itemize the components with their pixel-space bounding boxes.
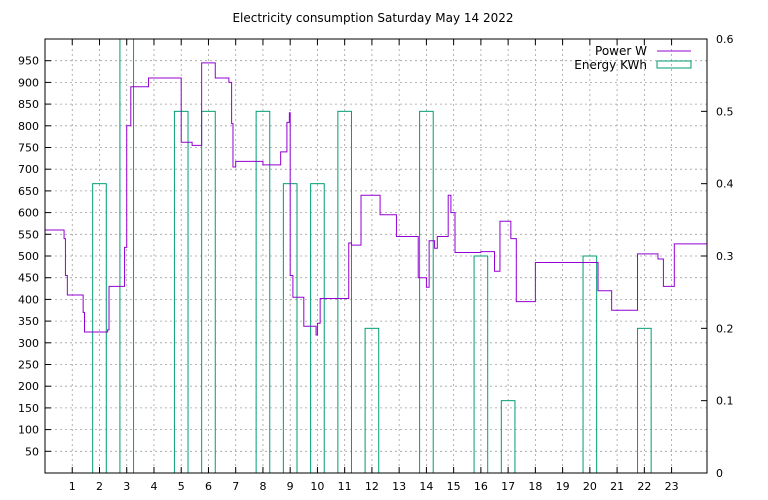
x-tick-label: 19 xyxy=(556,480,570,493)
x-tick-label: 7 xyxy=(232,480,239,493)
y2-tick-label: 0.1 xyxy=(716,395,734,408)
y-tick-label: 200 xyxy=(18,380,39,393)
y-tick-label: 950 xyxy=(18,55,39,68)
y2-tick-label: 0.4 xyxy=(716,178,734,191)
y-tick-label: 750 xyxy=(18,142,39,155)
energy-bar xyxy=(500,400,516,474)
x-tick-label: 13 xyxy=(392,480,406,493)
y2-axis-tick-labels: 0 0.1 0.2 0.3 0.4 0.5 0.6 xyxy=(716,33,734,480)
y-tick-label: 900 xyxy=(18,76,39,89)
y-tick-label: 600 xyxy=(18,207,39,220)
x-tick-label: 6 xyxy=(205,480,212,493)
y2-tick-label: 0.3 xyxy=(716,250,734,263)
x-tick-label: 23 xyxy=(665,480,679,493)
legend: Power W Energy KWh xyxy=(574,44,692,72)
x-tick-label: 8 xyxy=(259,480,266,493)
y2-tick-label: 0.2 xyxy=(716,322,734,335)
power-line xyxy=(45,62,708,336)
x-tick-label: 14 xyxy=(419,480,433,493)
x-tick-label: 12 xyxy=(365,480,379,493)
legend-label-energy: Energy KWh xyxy=(574,58,647,72)
y-tick-label: 500 xyxy=(18,250,39,263)
y-tick-label: 700 xyxy=(18,163,39,176)
y-tick-label: 650 xyxy=(18,185,39,198)
y-tick-label: 350 xyxy=(18,315,39,328)
grid xyxy=(45,39,707,473)
y2-tick-label: 0.6 xyxy=(716,33,734,46)
x-tick-label: 11 xyxy=(338,480,352,493)
legend-label-power: Power W xyxy=(595,44,647,58)
y-axis-tick-labels: 50 100 150 200 250 300 350 400 450 500 550 600 650 70… xyxy=(18,55,39,459)
axis-ticks xyxy=(45,38,707,474)
y-tick-label: 850 xyxy=(18,98,39,111)
x-tick-label: 20 xyxy=(583,480,597,493)
x-tick-label: 22 xyxy=(637,480,651,493)
y-tick-label: 150 xyxy=(18,402,39,415)
x-tick-label: 21 xyxy=(610,480,624,493)
y2-tick-label: 0.5 xyxy=(716,105,734,118)
x-tick-label: 4 xyxy=(150,480,157,493)
x-tick-label: 5 xyxy=(178,480,185,493)
y-tick-label: 400 xyxy=(18,293,39,306)
y-tick-label: 450 xyxy=(18,272,39,285)
x-tick-label: 1 xyxy=(69,480,76,493)
y2-tick-label: 0 xyxy=(716,467,723,480)
y-tick-label: 250 xyxy=(18,359,39,372)
y-tick-label: 50 xyxy=(25,445,39,458)
x-tick-label: 15 xyxy=(447,480,461,493)
x-tick-label: 3 xyxy=(123,480,130,493)
legend-swatch-energy xyxy=(656,60,692,69)
chart-title: Electricity consumption Saturday May 14 … xyxy=(232,11,513,25)
x-tick-label: 16 xyxy=(474,480,488,493)
x-tick-label: 18 xyxy=(528,480,542,493)
y-tick-label: 300 xyxy=(18,337,39,350)
x-tick-label: 2 xyxy=(96,480,103,493)
y-tick-label: 550 xyxy=(18,228,39,241)
y-tick-label: 800 xyxy=(18,120,39,133)
y-tick-label: 100 xyxy=(18,424,39,437)
x-tick-label: 10 xyxy=(310,480,324,493)
x-axis-tick-labels: 1 2 3 4 5 6 7 8 9 10 11 12 13 14 15 16 17 18 19 20 21 22 23 xyxy=(69,480,679,493)
power-line-group xyxy=(45,62,708,336)
x-tick-label: 17 xyxy=(501,480,515,493)
x-tick-label: 9 xyxy=(287,480,294,493)
